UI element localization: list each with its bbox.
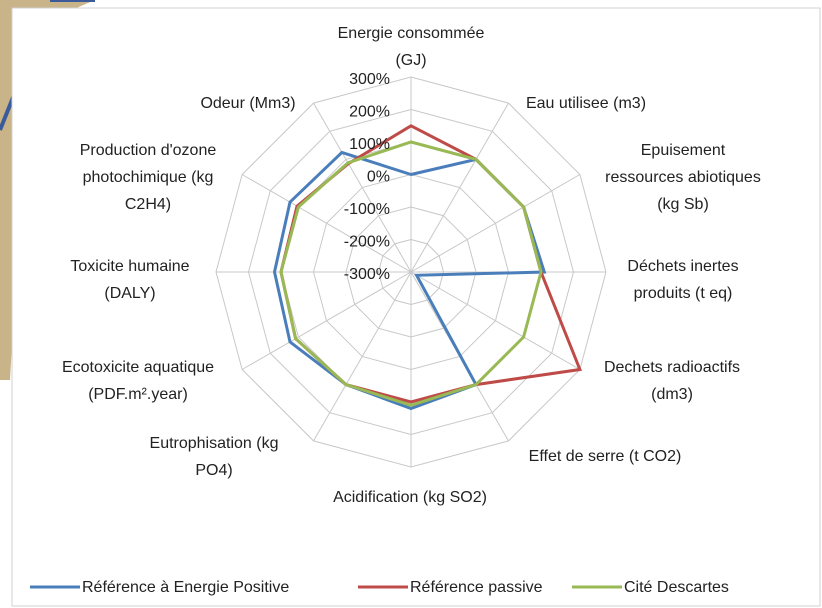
tick-label: 100%: [349, 136, 390, 153]
chart: 300%200%100%0%-100%-200%-300%Référence à…: [0, 0, 822, 608]
axis-label: Effet de serre (t CO2): [485, 443, 725, 470]
axis-label: Ecotoxicite aquatique (PDF.m².year): [18, 354, 258, 408]
axis-label: Déchets inertes produits (t eq): [563, 253, 803, 307]
tick-label: -100%: [344, 201, 390, 218]
axis-label: Energie consommée (GJ): [291, 20, 531, 74]
axis-label: Acidification (kg SO2): [290, 484, 530, 511]
legend-label: Cité Descartes: [624, 579, 729, 596]
axis-label: Eutrophisation (kg PO4): [94, 430, 334, 484]
tick-label: -300%: [344, 266, 390, 283]
axis-label: Toxicite humaine (DALY): [10, 253, 250, 307]
axis-label: Production d'ozone photochimique (kg C2H…: [28, 137, 268, 218]
axis-label: Odeur (Mm3): [128, 90, 368, 117]
axis-label: Dechets radioactifs (dm3): [552, 354, 792, 408]
tick-label: 0%: [367, 169, 390, 186]
axis-label: Eau utilisee (m3): [466, 90, 706, 117]
tick-label: -200%: [344, 234, 390, 251]
axis-label: Epuisement ressources abiotiques (kg Sb): [563, 137, 803, 218]
legend-label: Référence passive: [410, 579, 543, 596]
legend-label: Référence à Energie Positive: [82, 579, 289, 596]
